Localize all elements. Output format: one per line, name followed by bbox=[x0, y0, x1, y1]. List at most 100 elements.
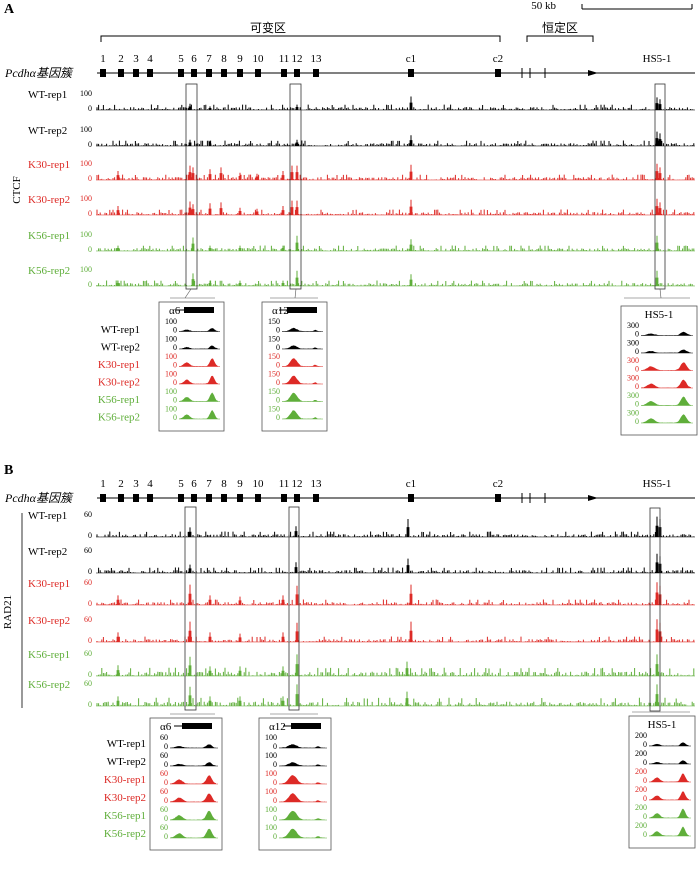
zoom-signal bbox=[282, 327, 321, 332]
zoom-signal bbox=[279, 775, 325, 784]
track-ymax: 100 bbox=[80, 159, 92, 168]
track-ymax: 100 bbox=[80, 125, 92, 134]
zoom-signal bbox=[170, 762, 216, 766]
exon-10 bbox=[255, 69, 261, 77]
track-group-label: CTCF bbox=[11, 176, 23, 204]
zoom-ymax: 100 bbox=[165, 335, 177, 344]
zoom-row-label: K30-rep1 bbox=[98, 359, 140, 371]
zoom-zero: 0 bbox=[643, 812, 647, 821]
zoom-signal bbox=[649, 773, 689, 782]
zoom-signal bbox=[170, 775, 216, 784]
exon-label-5: 5 bbox=[178, 478, 184, 490]
panel-letter: B bbox=[4, 463, 13, 478]
zoom-signal bbox=[649, 760, 689, 764]
track-ymax: 100 bbox=[80, 265, 92, 274]
signal-track bbox=[96, 131, 695, 146]
zoom-zero: 0 bbox=[643, 758, 647, 767]
zoom-ymax: 200 bbox=[635, 803, 647, 812]
zoom-ymax: 100 bbox=[265, 769, 277, 778]
zoom-zero: 0 bbox=[273, 760, 277, 769]
exon-2 bbox=[118, 69, 124, 77]
exon-label-HS5-1: HS5-1 bbox=[643, 53, 672, 65]
exon-label-9: 9 bbox=[237, 53, 243, 65]
exon-11 bbox=[281, 69, 287, 77]
zoom-title: α12 bbox=[269, 721, 286, 733]
exon-label-10: 10 bbox=[253, 478, 265, 490]
exon-2 bbox=[118, 494, 124, 502]
zoom-signal bbox=[279, 793, 325, 802]
exon-label-c2: c2 bbox=[493, 478, 503, 490]
scale-bar-label: 50 kb bbox=[531, 0, 556, 12]
track-zero: 0 bbox=[88, 104, 92, 113]
exon-label-9: 9 bbox=[237, 478, 243, 490]
zoom-row-label: WT-rep1 bbox=[107, 738, 146, 750]
signal-track bbox=[96, 684, 695, 706]
zoom-row-label: K30-rep2 bbox=[104, 792, 146, 804]
zoom-ymax: 150 bbox=[268, 370, 280, 379]
zoom-ymax: 100 bbox=[265, 751, 277, 760]
signal-track bbox=[96, 96, 695, 110]
exon-label-3: 3 bbox=[133, 478, 139, 490]
zoom-zero: 0 bbox=[643, 794, 647, 803]
exon-label-6: 6 bbox=[191, 478, 197, 490]
exon-label-1: 1 bbox=[100, 478, 106, 490]
zoom-title: HS5-1 bbox=[645, 309, 674, 321]
track-ymax: 100 bbox=[80, 194, 92, 203]
zoom-ymax: 150 bbox=[268, 335, 280, 344]
zoom-zero: 0 bbox=[173, 413, 177, 422]
highlight-box bbox=[654, 83, 666, 290]
zoom-ymax: 100 bbox=[165, 352, 177, 361]
zoom-title: α6 bbox=[160, 721, 172, 733]
zoom-zero: 0 bbox=[635, 400, 639, 409]
signal-track bbox=[96, 516, 695, 537]
zoom-signal bbox=[282, 392, 321, 402]
zoom-signal bbox=[279, 810, 325, 820]
zoom-zero: 0 bbox=[273, 832, 277, 841]
zoom-ymax: 100 bbox=[265, 733, 277, 742]
exon-15 bbox=[495, 494, 501, 502]
signal-track bbox=[96, 582, 695, 605]
zoom-zero: 0 bbox=[643, 776, 647, 785]
track-ymax: 60 bbox=[84, 546, 92, 555]
exon-label-c1: c1 bbox=[406, 53, 416, 65]
zoom-zero: 0 bbox=[276, 413, 280, 422]
track-label: K56-rep1 bbox=[28, 649, 70, 661]
zoom-ymax: 200 bbox=[635, 785, 647, 794]
strand-arrow-icon bbox=[588, 70, 598, 76]
zoom-zero: 0 bbox=[273, 814, 277, 823]
exon-5 bbox=[178, 494, 184, 502]
track-label: K56-rep2 bbox=[28, 679, 70, 691]
zoom-zero: 0 bbox=[164, 778, 168, 787]
exon-label-4: 4 bbox=[147, 478, 153, 490]
zoom-connector bbox=[184, 288, 192, 299]
exon-label-12: 12 bbox=[292, 53, 303, 65]
zoom-ymax: 150 bbox=[268, 352, 280, 361]
zoom-ymax: 60 bbox=[160, 751, 168, 760]
zoom-signal bbox=[282, 410, 321, 419]
zoom-ymax: 60 bbox=[160, 823, 168, 832]
highlight-box bbox=[289, 83, 302, 290]
highlight-box bbox=[185, 83, 198, 290]
zoom-row-label: WT-rep2 bbox=[101, 342, 140, 354]
zoom-zero: 0 bbox=[273, 778, 277, 787]
exon-12 bbox=[294, 69, 300, 77]
zoom-ymax: 150 bbox=[268, 387, 280, 396]
exon-label-13: 13 bbox=[311, 53, 323, 65]
zoom-exon bbox=[291, 723, 321, 729]
zoom-signal bbox=[641, 396, 691, 406]
zoom-signal bbox=[649, 826, 689, 836]
track-zero: 0 bbox=[88, 599, 92, 608]
constant-region-bracket bbox=[526, 35, 594, 42]
gene-cluster-label: Pcdhα基因簇 bbox=[4, 66, 74, 80]
exon-label-7: 7 bbox=[206, 478, 212, 490]
track-ymax: 60 bbox=[84, 679, 92, 688]
zoom-row-label: K30-rep2 bbox=[98, 377, 140, 389]
track-ymax: 60 bbox=[84, 578, 92, 587]
signal-track bbox=[96, 163, 695, 180]
zoom-exon bbox=[287, 307, 317, 313]
signal-track bbox=[96, 270, 695, 286]
zoom-signal bbox=[179, 375, 218, 384]
zoom-zero: 0 bbox=[276, 326, 280, 335]
zoom-ymax: 100 bbox=[165, 387, 177, 396]
